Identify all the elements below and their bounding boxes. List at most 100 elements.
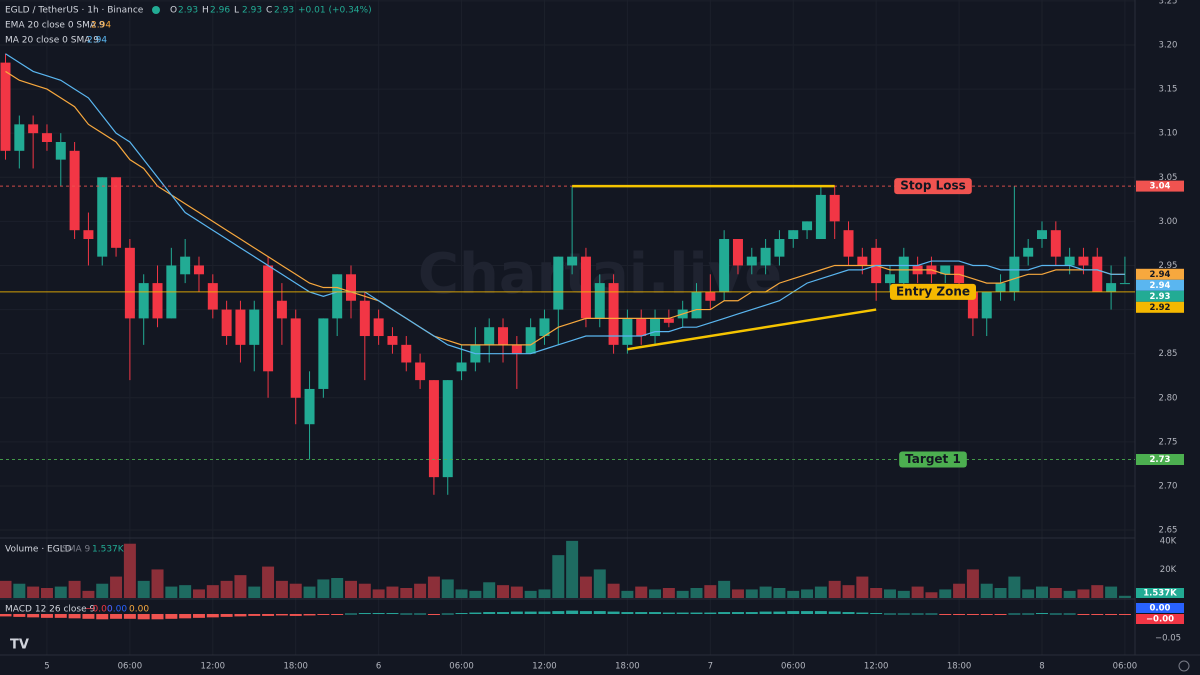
x-tick-label: 12:00 — [201, 662, 226, 672]
macd-bar — [745, 612, 758, 614]
candle-body — [967, 291, 978, 319]
volume-bar — [96, 583, 109, 598]
volume-bar — [745, 589, 758, 598]
macd-bar — [538, 611, 551, 614]
y-tick-label: 3.05 — [1159, 173, 1178, 183]
volume-bar — [814, 586, 827, 598]
candle-body — [884, 274, 895, 284]
candle-body — [1078, 256, 1089, 266]
volume-bar — [538, 589, 551, 598]
volume-bar — [966, 569, 979, 598]
volume-bar — [510, 586, 523, 598]
price-box-label: 2.94 — [1150, 270, 1171, 280]
macd-bar — [497, 612, 510, 614]
volume-bar — [400, 588, 413, 598]
macd-bar — [980, 613, 993, 615]
volume-bar — [469, 590, 482, 598]
candle-body — [622, 318, 633, 345]
candle-body — [525, 327, 536, 354]
macd-bar — [759, 611, 772, 614]
volume-bar — [82, 590, 95, 598]
price-box-label: 2.93 — [1150, 292, 1171, 302]
macd-bar — [483, 612, 496, 614]
candle-body — [55, 141, 66, 160]
macd-bar — [994, 613, 1007, 615]
ohlc-value: 2.93 — [178, 6, 198, 16]
macd-bar — [372, 613, 385, 615]
candle-body — [332, 274, 343, 319]
volume-bar — [386, 586, 399, 598]
volume-bar — [897, 590, 910, 598]
candle-body — [940, 265, 951, 275]
y-tick-label: 3.00 — [1159, 217, 1178, 227]
macd-bar — [1077, 613, 1090, 615]
candle-body — [442, 380, 453, 478]
y-tick-label: 2.75 — [1159, 437, 1178, 447]
x-tick-label: 18:00 — [283, 662, 308, 672]
macd-bar — [773, 611, 786, 614]
volume-bar — [40, 588, 53, 598]
candle-body — [373, 318, 384, 337]
volume-bar — [289, 583, 302, 598]
macd-bar — [345, 613, 357, 615]
x-tick-label: 12:00 — [532, 662, 557, 672]
macd-bar — [870, 613, 883, 615]
ohlc-name: H — [202, 6, 209, 16]
volume-bar — [358, 583, 371, 598]
candle-body — [636, 318, 647, 337]
macd-bar — [303, 613, 316, 616]
y-tick-label: 3.10 — [1159, 129, 1178, 139]
volume-bar — [980, 583, 993, 598]
macd-bar — [1008, 613, 1021, 615]
trendline — [627, 308, 877, 351]
macd-box — [1136, 614, 1184, 624]
x-tick-label: 18:00 — [615, 662, 640, 672]
macd-bar — [192, 613, 205, 618]
candle-body — [1037, 230, 1047, 240]
x-tick-label: 06:00 — [1113, 662, 1138, 672]
y-tick-label: 3.20 — [1159, 40, 1178, 50]
volume-bar — [566, 540, 579, 598]
macd-bar — [966, 613, 979, 615]
x-tick-label: 18:00 — [947, 662, 972, 672]
volume-bar — [856, 576, 869, 598]
macd-bar — [0, 613, 12, 617]
volume-bar — [870, 588, 883, 598]
candle-body — [359, 300, 370, 337]
candle-body — [318, 318, 329, 389]
candle-body — [815, 194, 826, 240]
macd-bar — [123, 613, 136, 619]
volume-bar — [331, 578, 344, 598]
volume-bar — [441, 579, 454, 598]
volume-bar — [275, 580, 288, 598]
macd-bar — [414, 613, 427, 615]
volume-bar — [662, 588, 675, 598]
change-label: +0.01 (+0.34%) — [298, 6, 372, 16]
candle-body — [207, 283, 218, 310]
macd-bar — [386, 613, 399, 615]
candle-body — [650, 318, 661, 337]
candle-body — [415, 362, 426, 381]
volume-box — [1136, 588, 1184, 598]
volume-bar — [13, 583, 26, 598]
settings-icon[interactable] — [1178, 660, 1190, 672]
candle-body — [1009, 256, 1020, 292]
x-tick-label: 12:00 — [864, 662, 889, 672]
volume-bar — [649, 589, 662, 598]
volume-bar — [220, 580, 233, 598]
macd-bar — [593, 611, 606, 614]
volume-bar — [842, 585, 855, 598]
y-tick-label: 2.65 — [1159, 526, 1178, 536]
volume-bar — [787, 590, 800, 598]
volume-bar — [773, 588, 786, 598]
macd-bar — [220, 613, 233, 617]
x-tick-label: 8 — [1039, 662, 1044, 672]
macd-bar — [842, 612, 855, 614]
macd-bar — [96, 613, 109, 620]
y-tick-label: 2.70 — [1159, 481, 1178, 491]
volume-tick-label: 20K — [1160, 565, 1177, 575]
volume-bar — [552, 555, 565, 598]
ohlc-name: L — [234, 6, 239, 16]
macd-bar — [1049, 613, 1062, 615]
